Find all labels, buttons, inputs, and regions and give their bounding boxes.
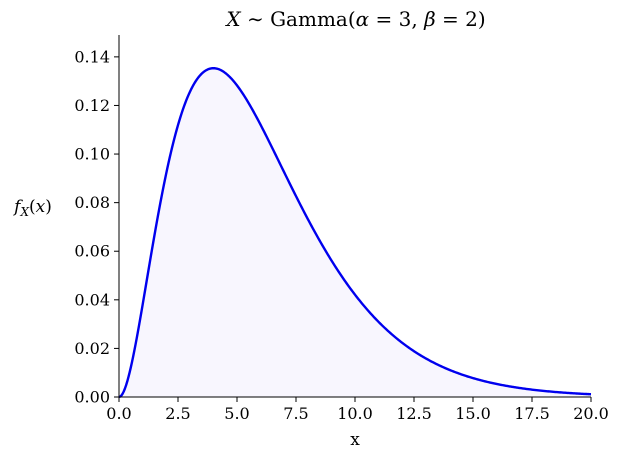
y-axis-title: fX(x) <box>12 197 52 219</box>
x-tick-label: 15.0 <box>455 404 491 423</box>
density-area-fill <box>119 68 591 397</box>
x-axis-title: x <box>350 430 360 450</box>
y-tick-label: 0.02 <box>74 339 110 358</box>
svg-text:X ∼ Gamma(α = 3, β = 2): X ∼ Gamma(α = 3, β = 2) <box>224 7 485 31</box>
svg-text:fX(x): fX(x) <box>12 197 52 219</box>
y-tick-label: 0.04 <box>74 290 110 309</box>
x-tick-label: 17.5 <box>514 404 550 423</box>
x-tick-label: 2.5 <box>165 404 190 423</box>
y-tick-label: 0.00 <box>74 388 110 407</box>
y-tick-label: 0.08 <box>74 193 110 212</box>
x-tick-label: 20.0 <box>573 404 609 423</box>
x-tick-label: 0.0 <box>106 404 131 423</box>
y-tick-label: 0.12 <box>74 96 110 115</box>
chart-title: X ∼ Gamma(α = 3, β = 2) <box>224 7 485 31</box>
density-curve <box>118 67 592 399</box>
x-tick-label: 7.5 <box>283 404 308 423</box>
x-tick-label: 10.0 <box>337 404 373 423</box>
x-tick-label: 12.5 <box>396 404 432 423</box>
y-tick-label: 0.10 <box>74 145 110 164</box>
y-tick-label: 0.06 <box>74 242 110 261</box>
x-tick-label: 5.0 <box>224 404 249 423</box>
plot-area: 0.0 2.5 5.0 7.5 10.0 12.5 15.0 17.5 20.0 0.00 0.02… <box>74 35 609 423</box>
y-tick-label: 0.14 <box>74 47 110 66</box>
